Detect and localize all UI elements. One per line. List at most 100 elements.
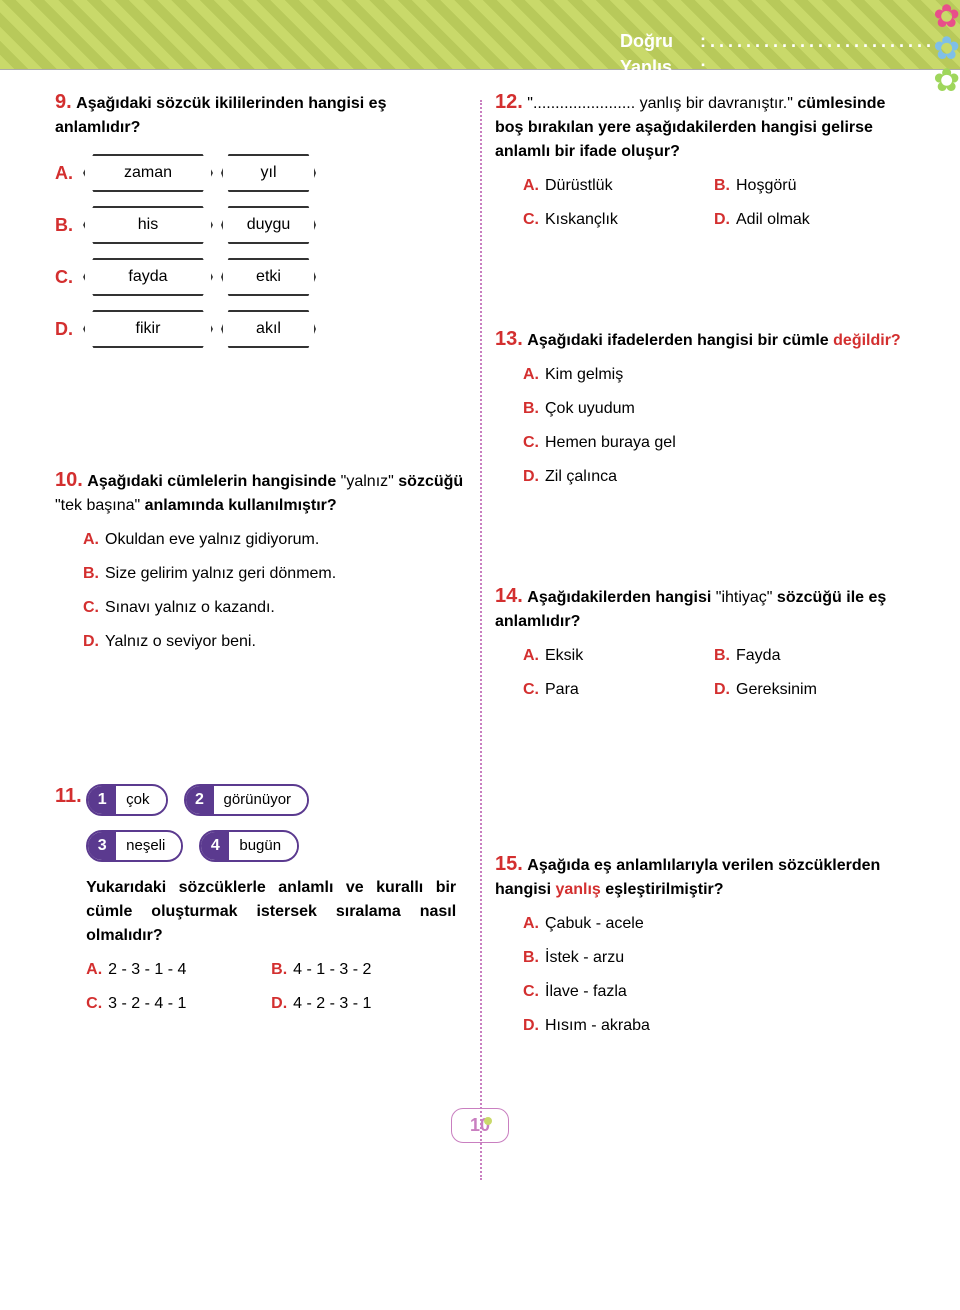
question-number: 9. — [55, 91, 72, 113]
option-label: B. — [55, 213, 83, 237]
option-text: Dürüstlük — [545, 177, 613, 194]
option-text: Gereksinim — [736, 681, 817, 698]
question-number: 15. — [495, 853, 523, 875]
option-label: B. — [714, 177, 730, 194]
option-text: 3 - 2 - 4 - 1 — [108, 995, 186, 1012]
qtext-quote: "ihtiyaç" — [716, 589, 773, 606]
question-text: Aşağıdaki cümlelerin hangisinde "yalnız"… — [55, 473, 463, 514]
option-label: A. — [523, 915, 539, 932]
option-text: Eksik — [545, 647, 583, 664]
option-row: A.Okuldan eve yalnız gidiyorum. — [83, 528, 465, 552]
qtext-part: Aşağıdaki ifadelerden hangisi bir cümle — [527, 332, 833, 349]
question-13: 13. Aşağıdaki ifadelerden hangisi bir cü… — [495, 327, 905, 489]
option-row: C.3 - 2 - 4 - 1 D.4 - 2 - 3 - 1 — [86, 992, 456, 1016]
pill-text: neşeli — [116, 834, 181, 858]
pill-number: 1 — [88, 786, 116, 814]
question-11: 11. 1çok 2görünüyor 3neşeli 4bugün Yukar… — [55, 784, 465, 1016]
option-label: A. — [523, 177, 539, 194]
option-row: A. Çabuk - acele — [523, 912, 905, 936]
question-number: 10. — [55, 469, 83, 491]
hex-word: zaman — [83, 154, 213, 192]
column-divider — [480, 100, 482, 1180]
question-15: 15. Aşağıda eş anlamlılarıyla verilen sö… — [495, 852, 905, 1038]
option-label: B. — [271, 961, 287, 978]
option-row: C.Kıskançlık D.Adil olmak — [523, 208, 905, 232]
option-text: Para — [545, 681, 579, 698]
option-label: A. — [523, 647, 539, 664]
option-row: C. İlave - fazla — [523, 980, 905, 1004]
question-9: 9. Aşağıdaki sözcük ikililerinden hangis… — [55, 90, 465, 348]
option-label: D. — [55, 317, 83, 341]
hex-word: akıl — [221, 310, 316, 348]
option-label: A. — [55, 161, 83, 185]
option-label: B. — [523, 949, 539, 966]
hex-word: fayda — [83, 258, 213, 296]
question-number: 14. — [495, 585, 523, 607]
option-row: A.2 - 3 - 1 - 4 B.4 - 1 - 3 - 2 — [86, 958, 456, 982]
option-row: B. his duygu — [55, 206, 465, 244]
option-label: C. — [523, 681, 539, 698]
pill-number: 2 — [186, 786, 214, 814]
hex-word: yıl — [221, 154, 316, 192]
hex-word: his — [83, 206, 213, 244]
option-text: Fayda — [736, 647, 780, 664]
option-text: Çabuk - acele — [545, 915, 644, 932]
option-text: 4 - 1 - 3 - 2 — [293, 961, 371, 978]
option-label: D. — [83, 633, 99, 650]
question-text: Aşağıdaki sözcük ikililerinden hangisi e… — [55, 95, 386, 136]
word-pill: 2görünüyor — [184, 784, 310, 816]
option-row: C. Para D. Gereksinim — [523, 678, 905, 702]
option-label: D. — [523, 1017, 539, 1034]
option-text: Hemen buraya gel — [545, 434, 676, 451]
question-number: 12. — [495, 91, 523, 113]
option-label: B. — [523, 400, 539, 417]
page-content: 9. Aşağıdaki sözcük ikililerinden hangis… — [0, 70, 960, 1088]
option-text: İlave - fazla — [545, 983, 627, 1000]
hex-word: etki — [221, 258, 316, 296]
option-label: B. — [83, 565, 99, 582]
option-row: D. Hısım - akraba — [523, 1014, 905, 1038]
option-row: D. Yalnız o seviyor beni. — [83, 630, 465, 654]
option-text: Okuldan eve yalnız gidiyorum. — [105, 531, 319, 548]
option-text: 4 - 2 - 3 - 1 — [293, 995, 371, 1012]
option-label: C. — [86, 995, 102, 1012]
option-row: B.Çok uyudum — [523, 397, 905, 421]
question-text: Yukarıdaki sözcüklerle anlamlı ve kurall… — [86, 876, 456, 948]
pill-text: çok — [116, 788, 165, 812]
score-dots: :.......................... — [700, 28, 880, 54]
page-number: 10 — [451, 1108, 509, 1143]
word-pill: 3neşeli — [86, 830, 183, 862]
pill-row: 1çok 2görünüyor — [86, 784, 456, 816]
question-number: 11. — [55, 785, 82, 807]
qtext-quote: "tek başına" — [55, 497, 140, 514]
option-text: Zil çalınca — [545, 468, 617, 485]
option-row: A.Kim gelmiş — [523, 363, 905, 387]
pill-number: 4 — [201, 832, 229, 860]
qtext-part: eşleştirilmiştir? — [601, 881, 724, 898]
option-label: D. — [523, 468, 539, 485]
qtext-red: yanlış — [555, 881, 600, 898]
pill-text: bugün — [229, 834, 297, 858]
option-text: Kıskançlık — [545, 211, 618, 228]
option-text: Yalnız o seviyor beni. — [105, 633, 256, 650]
option-label: A. — [86, 961, 102, 978]
option-label: D. — [714, 681, 730, 698]
option-text: Size gelirim yalnız geri dönmem. — [105, 565, 336, 582]
qtext-part: sözcüğü — [394, 473, 463, 490]
header-band: Doğru:.......................... Yanlış:… — [0, 0, 960, 70]
pill-text: görünüyor — [214, 788, 308, 812]
option-row: A. Eksik B. Fayda — [523, 644, 905, 668]
question-12: 12. "....................... yanlış bir … — [495, 90, 905, 232]
option-text: Hısım - akraba — [545, 1017, 650, 1034]
option-text: Kim gelmiş — [545, 366, 623, 383]
pill-number: 3 — [88, 832, 116, 860]
option-label: C. — [523, 983, 539, 1000]
option-text: İstek - arzu — [545, 949, 624, 966]
option-row: C.Sınavı yalnız o kazandı. — [83, 596, 465, 620]
option-row: A.Dürüstlük B.Hoşgörü — [523, 174, 905, 198]
option-label: C. — [55, 265, 83, 289]
qtext-part: Aşağıdaki cümlelerin hangisinde — [87, 473, 340, 490]
qtext-part: Aşağıdakilerden hangisi — [527, 589, 716, 606]
question-14: 14. Aşağıdakilerden hangisi "ihtiyaç" sö… — [495, 584, 905, 702]
option-label: B. — [714, 647, 730, 664]
